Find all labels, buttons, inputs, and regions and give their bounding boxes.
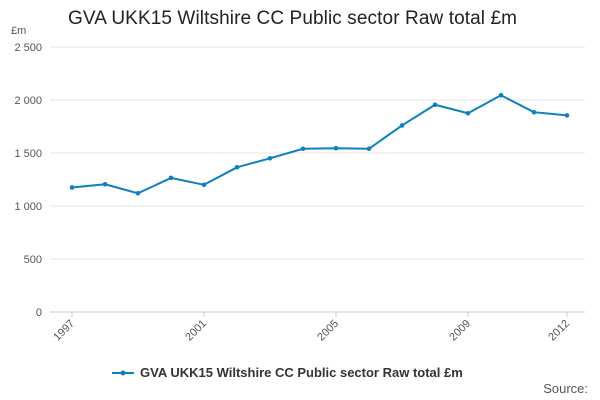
x-tick-label: 2005 (315, 318, 341, 344)
data-point[interactable] (102, 181, 108, 187)
y-tick-label: 2 500 (14, 42, 42, 54)
y-tick-label: 0 (36, 307, 42, 319)
x-tick-label: 2012 (546, 318, 572, 344)
x-tick-label: 2009 (447, 318, 473, 344)
x-tick-label: 1997 (51, 318, 77, 344)
series-line (71, 94, 568, 195)
chart-title: GVA UKK15 Wiltshire CC Public sector Raw… (68, 8, 518, 29)
data-point[interactable] (267, 156, 273, 161)
data-point[interactable] (564, 113, 570, 118)
y-tick-label: 1 000 (14, 201, 42, 213)
data-point[interactable] (168, 175, 174, 181)
data-point[interactable] (498, 92, 504, 98)
series-group (69, 92, 570, 196)
data-point[interactable] (465, 110, 471, 116)
source-label: Source: (543, 381, 588, 396)
data-point[interactable] (300, 146, 306, 152)
data-point[interactable] (333, 145, 339, 151)
data-point[interactable] (234, 165, 240, 170)
data-point[interactable] (432, 102, 438, 108)
data-point[interactable] (201, 182, 207, 188)
data-point[interactable] (366, 146, 372, 152)
y-axis: 2 500 2 000 1 500 1 000 500 0 (14, 42, 42, 319)
legend-series-label: GVA UKK15 Wiltshire CC Public sector Raw… (140, 365, 463, 380)
x-axis: 1997 2001 2005 2009 2012 (51, 312, 572, 343)
gridlines (50, 46, 585, 313)
legend[interactable]: GVA UKK15 Wiltshire CC Public sector Raw… (112, 365, 463, 380)
legend-swatch-icon (112, 370, 134, 375)
data-point[interactable] (135, 190, 141, 196)
y-tick-label: 2 000 (14, 95, 42, 107)
data-point[interactable] (399, 123, 405, 128)
x-tick-label: 2001 (183, 318, 209, 344)
y-tick-label: 500 (24, 254, 42, 266)
y-tick-label: 1 500 (14, 148, 42, 160)
y-axis-unit-label: £m (11, 25, 27, 37)
data-point[interactable] (69, 185, 75, 190)
data-point[interactable] (531, 109, 537, 115)
